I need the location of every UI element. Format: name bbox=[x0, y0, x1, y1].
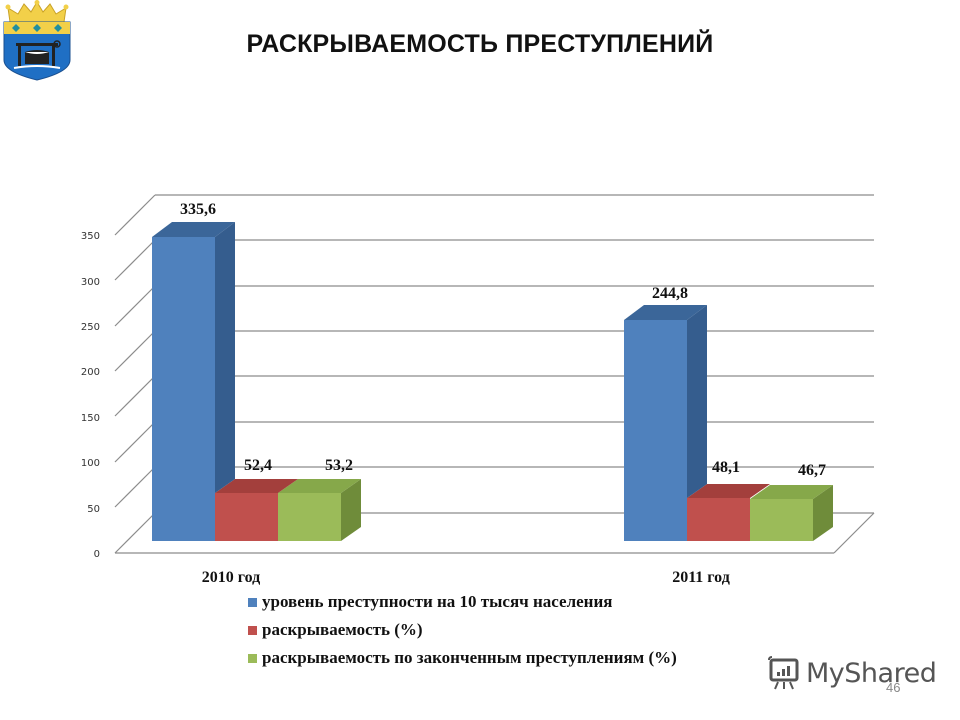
legend-label: уровень преступности на 10 тысяч населен… bbox=[262, 592, 613, 611]
data-label: 335,6 bbox=[180, 201, 216, 218]
x-axis: 2010 год 2011 год bbox=[202, 569, 730, 586]
y-tick: 50 bbox=[87, 504, 100, 515]
y-tick: 300 bbox=[81, 277, 100, 288]
legend-item: уровень преступности на 10 тысяч населен… bbox=[248, 588, 677, 616]
category-label: 2011 год bbox=[672, 569, 730, 586]
y-tick: 200 bbox=[81, 367, 100, 378]
data-label: 244,8 bbox=[652, 285, 688, 302]
legend-item: раскрываемость (%) bbox=[248, 616, 677, 644]
data-label: 46,7 bbox=[798, 462, 826, 479]
presentation-board-icon bbox=[768, 656, 799, 690]
legend-swatch-red bbox=[248, 625, 257, 635]
category-label: 2010 год bbox=[202, 569, 261, 586]
y-tick: 100 bbox=[81, 458, 100, 469]
watermark-text: MyShared bbox=[806, 657, 937, 689]
page-number: 46 bbox=[886, 680, 901, 695]
legend-label: раскрываемость (%) bbox=[262, 620, 423, 639]
bar-group-2010 bbox=[152, 222, 361, 541]
y-tick: 150 bbox=[81, 413, 100, 424]
data-labels: 335,6 52,4 53,2 244,8 48,1 46,7 bbox=[180, 201, 826, 479]
chart-legend: уровень преступности на 10 тысяч населен… bbox=[248, 588, 677, 672]
bar-group-2011 bbox=[624, 305, 833, 541]
data-label: 53,2 bbox=[325, 457, 353, 474]
y-tick: 0 bbox=[94, 549, 100, 560]
data-label: 48,1 bbox=[712, 459, 740, 476]
data-label: 52,4 bbox=[244, 457, 272, 474]
y-axis: 0 50 100 150 200 250 300 350 bbox=[81, 231, 100, 560]
y-tick: 250 bbox=[81, 322, 100, 333]
watermark: MyShared bbox=[766, 656, 937, 690]
legend-swatch-blue bbox=[248, 597, 257, 607]
gridlines bbox=[114, 194, 875, 554]
coat-of-arms-icon bbox=[3, 0, 71, 81]
legend-label: раскрываемость по законченным преступлен… bbox=[262, 648, 677, 667]
legend-item: раскрываемость по законченным преступлен… bbox=[248, 644, 677, 672]
legend-swatch-green bbox=[248, 653, 257, 663]
y-tick: 350 bbox=[81, 231, 100, 242]
page-title: РАСКРЫВАЕМОСТЬ ПРЕСТУПЛЕНИЙ bbox=[246, 30, 714, 58]
